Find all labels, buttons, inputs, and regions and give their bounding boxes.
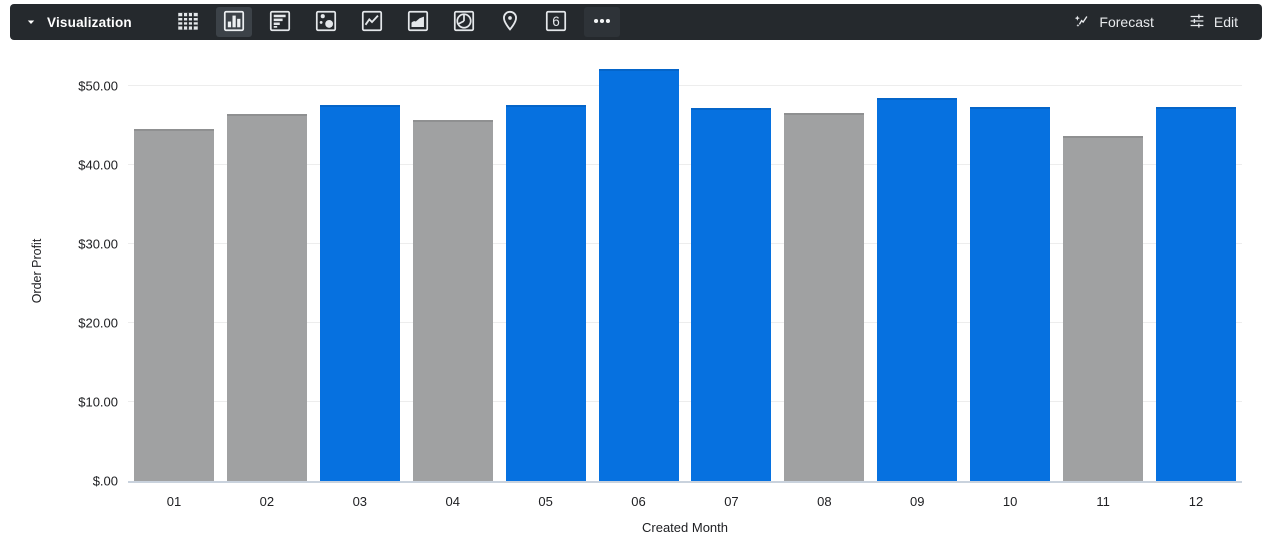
bars-container bbox=[128, 60, 1242, 481]
bar-month-04[interactable] bbox=[412, 120, 493, 481]
table-icon bbox=[175, 8, 201, 37]
single-value-icon: 6 bbox=[543, 8, 569, 37]
x-tick-label: 02 bbox=[259, 494, 275, 509]
x-axis-title: Created Month bbox=[642, 520, 728, 535]
edit-label: Edit bbox=[1213, 14, 1238, 30]
toolbar-title: Visualization bbox=[47, 14, 132, 30]
viz-type-table-button[interactable] bbox=[170, 7, 206, 37]
y-tick-label: $.00 bbox=[92, 473, 118, 489]
bar-month-12[interactable] bbox=[1155, 107, 1236, 481]
chart-type-switcher: 6 bbox=[170, 7, 620, 37]
forecast-button[interactable]: Forecast bbox=[1067, 8, 1159, 37]
x-tick-label: 10 bbox=[1002, 494, 1018, 509]
gridline bbox=[128, 321, 1242, 323]
ellipsis-icon bbox=[589, 8, 615, 37]
svg-text:6: 6 bbox=[552, 13, 560, 28]
bar-month-08[interactable] bbox=[784, 112, 865, 481]
bar-month-10[interactable] bbox=[970, 107, 1051, 481]
x-tick-label: 07 bbox=[724, 494, 739, 509]
y-axis-title: Order Profit bbox=[30, 238, 44, 304]
viz-type-more-button[interactable] bbox=[583, 7, 620, 37]
edit-button[interactable]: Edit bbox=[1182, 8, 1244, 37]
forecast-label: Forecast bbox=[1099, 14, 1154, 30]
x-tick-label: 09 bbox=[910, 494, 925, 509]
x-tick-label: 11 bbox=[1096, 494, 1110, 509]
viz-type-pie-button[interactable] bbox=[446, 7, 482, 37]
chart-region: Order Profit $50.00 $40.00 $30.00 $20.00 $10… bbox=[0, 40, 1272, 560]
visualization-collapse-toggle[interactable]: Visualization bbox=[24, 15, 132, 30]
visualization-toolbar: Visualization bbox=[10, 4, 1262, 40]
viz-type-area-button[interactable] bbox=[400, 7, 436, 37]
line-chart-icon bbox=[359, 8, 385, 37]
gridline bbox=[128, 242, 1242, 244]
gridline bbox=[128, 163, 1242, 165]
map-pin-icon bbox=[497, 8, 523, 37]
gridline bbox=[128, 400, 1242, 402]
x-tick-label: 12 bbox=[1188, 494, 1204, 509]
column-chart-icon bbox=[221, 8, 247, 37]
y-tick-label: $30.00 bbox=[78, 236, 118, 252]
y-tick-label: $20.00 bbox=[78, 315, 118, 331]
bar-month-07[interactable] bbox=[691, 107, 772, 481]
caret-down-icon bbox=[24, 15, 38, 29]
bar-chart-icon bbox=[267, 8, 293, 37]
bar-month-06[interactable] bbox=[598, 69, 679, 481]
viz-type-line-button[interactable] bbox=[354, 7, 390, 37]
x-tick-label: 03 bbox=[352, 494, 368, 509]
bar-month-09[interactable] bbox=[877, 97, 958, 481]
pie-chart-icon bbox=[451, 8, 477, 37]
x-tick-label: 06 bbox=[631, 494, 646, 509]
viz-type-scatter-button[interactable] bbox=[308, 7, 344, 37]
bar-month-02[interactable] bbox=[226, 114, 307, 481]
y-tick-label: $40.00 bbox=[78, 157, 118, 173]
bar-month-05[interactable] bbox=[505, 104, 586, 481]
scatter-plot-icon bbox=[313, 8, 339, 37]
x-tick-label: 08 bbox=[817, 494, 832, 509]
area-chart-icon bbox=[405, 8, 431, 37]
gridline bbox=[128, 84, 1242, 86]
tune-sliders-icon bbox=[1188, 12, 1206, 33]
x-tick-label: 04 bbox=[445, 494, 460, 509]
viz-type-bar-button[interactable] bbox=[262, 7, 298, 37]
x-tick-labels: 01 02 03 04 05 06 07 08 09 10 11 12 bbox=[128, 494, 1242, 509]
x-tick-label: 01 bbox=[166, 494, 182, 509]
viz-type-map-button[interactable] bbox=[492, 7, 528, 37]
bar-month-11[interactable] bbox=[1063, 136, 1144, 481]
y-tick-label: $50.00 bbox=[78, 78, 118, 94]
y-tick-label: $10.00 bbox=[78, 394, 118, 410]
viz-type-column-button[interactable] bbox=[215, 7, 252, 37]
x-tick-label: 05 bbox=[538, 494, 553, 509]
bar-month-03[interactable] bbox=[319, 104, 400, 481]
bar-month-01[interactable] bbox=[134, 129, 214, 481]
plot-area: $50.00 $40.00 $30.00 $20.00 $10.00 $.00 bbox=[78, 60, 1242, 489]
forecast-sparkle-icon bbox=[1073, 12, 1091, 33]
viz-type-single-value-button[interactable]: 6 bbox=[538, 7, 574, 37]
